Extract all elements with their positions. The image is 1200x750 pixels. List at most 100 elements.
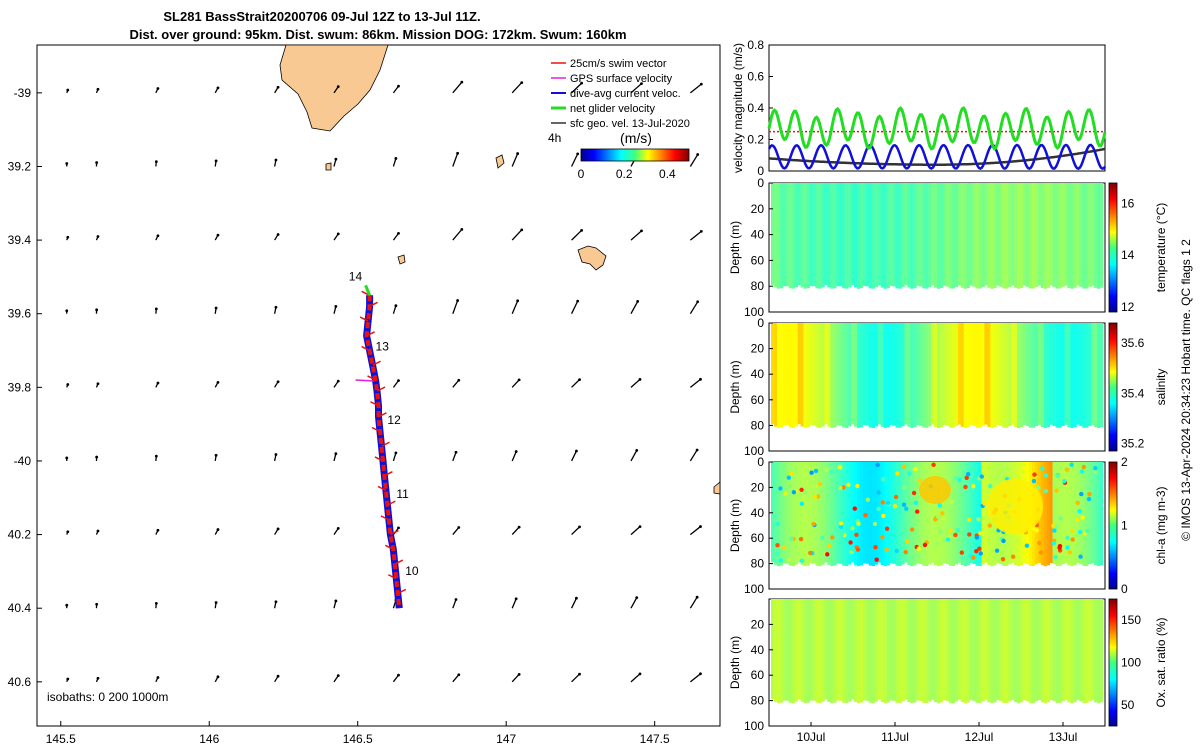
section-data-column <box>895 462 899 566</box>
section-data-column <box>791 599 796 704</box>
geo-velocity-head <box>336 232 340 236</box>
chl-sample-dot <box>1062 479 1067 484</box>
chl-sample-dot <box>917 478 923 483</box>
map-x-tick-label: 146.5 <box>343 732 373 746</box>
geo-velocity-head <box>638 378 642 381</box>
section-data-column <box>1052 323 1056 426</box>
swim-vector <box>371 426 381 433</box>
geo-velocity-head <box>517 672 521 676</box>
geo-velocity-head <box>580 81 584 85</box>
section-data-column <box>785 323 790 426</box>
section-data-column <box>809 323 813 426</box>
section-data-column <box>785 183 790 287</box>
geo-velocity-head <box>636 300 640 303</box>
section-data-column <box>937 462 941 567</box>
section-colorbar-tick-label: 50 <box>1121 698 1135 712</box>
section-data-column <box>1017 183 1021 289</box>
section-data-column <box>934 183 938 288</box>
section-data-column <box>1046 323 1050 428</box>
section-panel-salinity: 0 20 40 60 80 100 Depth (m) 35.2 35.4 35.6 salinit… <box>728 316 1168 458</box>
chl-sample-dot <box>1087 492 1092 497</box>
section-data-column <box>836 599 840 701</box>
chl-sample-dot <box>854 532 859 537</box>
section-data-column <box>945 462 950 564</box>
legend-net-label: net glider velocity <box>570 103 655 115</box>
section-data-column <box>874 323 879 427</box>
chl-sample-dot <box>901 464 907 469</box>
geo-velocity-head <box>154 602 158 605</box>
geo-velocity-head <box>95 161 99 164</box>
side-credit: © IMOS 13-Apr-2024 20:34:23 Hobart time.… <box>1179 239 1193 541</box>
section-data-column <box>809 462 813 564</box>
chl-sample-dot <box>916 546 921 551</box>
section-data-column <box>779 183 784 289</box>
day-label: 12 <box>387 413 401 427</box>
section-data-column <box>1034 323 1039 427</box>
section-data-column <box>818 183 822 289</box>
geo-velocity-arrow <box>689 596 698 609</box>
section-data-column <box>839 183 843 287</box>
section-data-column <box>1064 183 1068 286</box>
geo-velocity-head <box>576 152 580 156</box>
geo-velocity-head <box>214 159 218 163</box>
geo-velocity-head <box>516 299 520 303</box>
section-data-column <box>845 599 849 703</box>
geo-velocity-head <box>520 228 524 232</box>
chl-sample-dot <box>876 490 881 495</box>
swim-vector <box>380 515 390 521</box>
chl-sample-dot <box>940 511 945 516</box>
geo-velocity-arrow <box>570 300 579 315</box>
section-data-column <box>1088 323 1092 426</box>
section-data-column <box>880 462 884 565</box>
section-data-column <box>978 323 982 428</box>
section-panel-temperature: 0 20 40 60 80 100 Depth (m) 12 14 16 temperature (… <box>728 176 1168 319</box>
section-data-column <box>797 599 801 700</box>
section-data-column <box>815 462 819 566</box>
geo-velocity-head <box>154 454 158 458</box>
chl-sample-dot <box>1043 473 1049 478</box>
section-data-column <box>818 462 822 567</box>
section-data-column <box>833 323 837 428</box>
geo-velocity-head <box>334 157 338 161</box>
section-data-column <box>851 599 855 700</box>
section-data-column <box>1079 323 1083 427</box>
section-data-column <box>981 599 985 702</box>
geo-velocity-head <box>336 85 340 89</box>
section-data-column <box>883 323 887 428</box>
chl-sample-dot <box>994 548 1000 553</box>
section-data-column <box>954 323 959 427</box>
section-data-column <box>907 462 911 565</box>
section-data-column <box>898 323 902 428</box>
chl-sample-dot <box>817 481 822 487</box>
geo-velocity-head <box>456 151 460 155</box>
section-data-column <box>975 599 979 703</box>
geo-velocity-head <box>334 599 338 603</box>
chl-sample-dot <box>837 464 842 469</box>
geo-velocity-head <box>276 85 280 89</box>
geo-velocity-head <box>276 527 280 531</box>
chl-sample-dot <box>876 506 881 512</box>
section-data-column <box>934 323 938 427</box>
section-data-column <box>824 599 828 700</box>
gps-surface-velocity <box>355 379 374 382</box>
chl-sample-dot <box>802 490 808 495</box>
chl-sample-dot <box>1086 496 1092 502</box>
section-data-column <box>1011 183 1015 286</box>
section-data-column <box>981 462 985 565</box>
geo-velocity-head <box>638 672 642 676</box>
geo-velocity-head <box>575 596 578 600</box>
section-data-column <box>857 183 861 289</box>
section-data-column <box>942 599 947 701</box>
section-data-column <box>854 599 858 702</box>
geo-velocity-arrow <box>452 599 457 609</box>
section-data-column <box>904 462 908 563</box>
chl-sample-dot <box>799 558 805 563</box>
section-data-column <box>984 462 988 563</box>
geo-velocity-arrow <box>570 597 577 609</box>
map-y-tick-label: -40 <box>14 454 32 468</box>
section-data-column <box>1097 183 1101 289</box>
depth-tick-label: 20 <box>751 202 765 216</box>
section-data-column <box>821 183 825 288</box>
geo-velocity-head <box>214 453 218 457</box>
section-colorbar-tick-label: 12 <box>1121 300 1135 314</box>
